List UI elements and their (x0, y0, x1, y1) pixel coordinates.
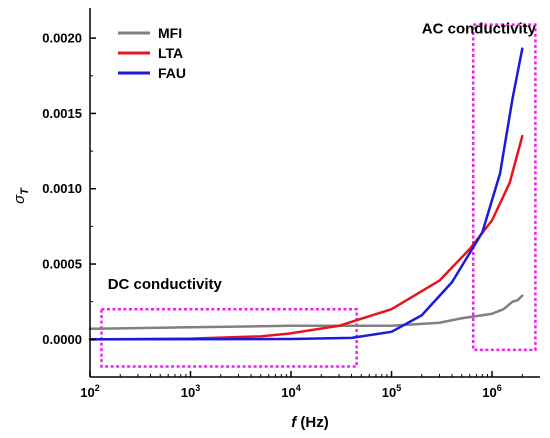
dc-region-highlight-box (100, 307, 358, 368)
legend: MFI LTA FAU (118, 25, 186, 81)
y-tick-label: 0.0020 (42, 31, 82, 46)
dc-conductivity-annotation: DC conductivity (108, 276, 223, 293)
legend-label-fau: FAU (158, 65, 186, 81)
axis-layer: 0.0000 0.0005 0.0010 0.0015 0.0020 102 103 104 1… (42, 8, 540, 400)
x-tick-label: 105 (382, 383, 401, 400)
x-tick-label: 106 (482, 383, 501, 400)
ac-region-highlight-box (471, 23, 537, 352)
x-tick-label: 103 (181, 383, 200, 400)
axis-titles: f (Hz) σT (11, 187, 329, 431)
x-axis-title: f (Hz) (291, 414, 329, 431)
annotation-layer: DC conductivity AC conductivity (108, 21, 537, 293)
series-line-lta (88, 134, 524, 341)
ac-conductivity-annotation: AC conductivity (422, 21, 537, 38)
x-tick-label: 102 (80, 383, 99, 400)
series-line-fau (88, 47, 524, 341)
series-layer (88, 47, 524, 341)
y-tick-label: 0.0010 (42, 181, 82, 196)
y-axis-title: σT (11, 187, 31, 204)
highlight-layer (100, 23, 537, 368)
legend-label-mfi: MFI (158, 25, 182, 41)
y-tick-label: 0.0000 (42, 332, 82, 347)
legend-label-lta: LTA (158, 45, 183, 61)
y-tick-label: 0.0015 (42, 106, 82, 121)
y-tick-label: 0.0005 (42, 257, 82, 272)
x-tick-label: 104 (281, 383, 300, 400)
series-line-mfi (88, 294, 524, 331)
